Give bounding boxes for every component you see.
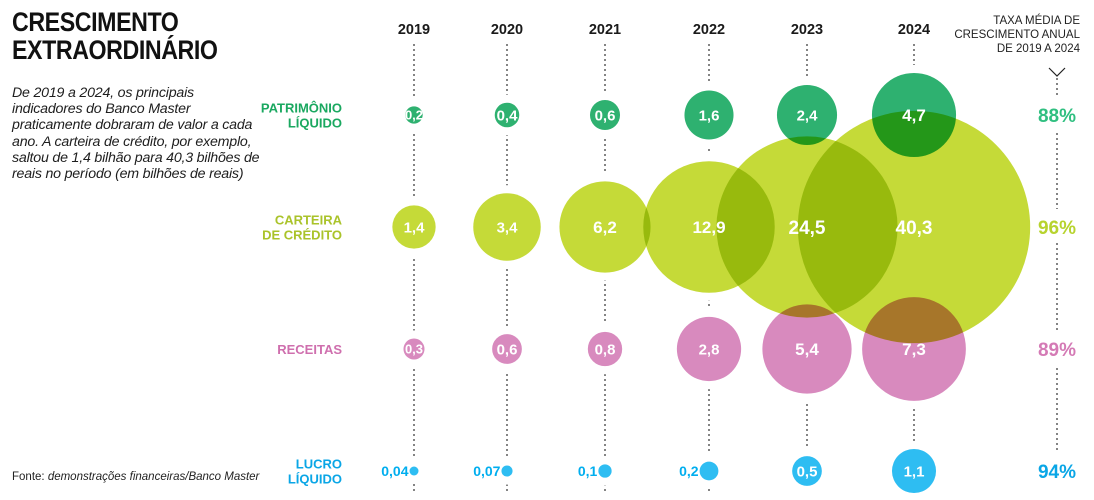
year-label-2024: 2024 xyxy=(898,22,930,38)
bubble-2020 xyxy=(494,102,520,128)
rate-gap xyxy=(1054,331,1060,365)
row-label-1: DE CRÉDITO xyxy=(262,228,342,243)
bubble-2024 xyxy=(797,110,1031,344)
value-label: 2,8 xyxy=(699,341,720,358)
source-prefix: Fonte: xyxy=(12,471,48,483)
value-label: 0,8 xyxy=(595,341,616,358)
row-label-0: PATRIMÔNIO xyxy=(261,101,342,116)
chevron-down-icon xyxy=(1048,67,1066,77)
year-label-2020: 2020 xyxy=(491,22,523,38)
bubble-2021 xyxy=(589,99,621,131)
value-label: 0,07 xyxy=(473,463,500,479)
year-label-2022: 2022 xyxy=(693,22,725,38)
row-label-3: LUCRO xyxy=(296,457,342,472)
source-text: demonstrações financeiras/Banco Master xyxy=(47,471,260,483)
value-label: 40,3 xyxy=(896,218,933,239)
bubble-2024 xyxy=(891,448,937,494)
row-label-0: LÍQUIDO xyxy=(288,116,342,131)
bubble-2021 xyxy=(559,181,651,273)
bubble-2019 xyxy=(409,466,419,476)
rate-header-line: DE 2019 A 2024 xyxy=(997,43,1081,55)
bubbles xyxy=(392,72,1031,494)
value-label: 0,6 xyxy=(595,107,616,124)
row-label-2: RECEITAS xyxy=(277,342,342,357)
bubble-2020 xyxy=(492,334,522,364)
value-label: 0,1 xyxy=(578,463,598,479)
bubble-2020 xyxy=(473,193,541,261)
bubble-2024 xyxy=(862,297,966,401)
value-label: 6,2 xyxy=(593,218,617,237)
cagr-value: 94% xyxy=(1038,462,1076,483)
year-label-2019: 2019 xyxy=(398,22,430,38)
bubble-2022 xyxy=(676,316,742,382)
labels: 2019 2020 2021 2022 2023 2024 TAXA MÉDIA DE CRE… xyxy=(261,14,1081,487)
title-line-1: CRESCIMENTO xyxy=(12,7,179,37)
rate-header-line: TAXA MÉDIA DE xyxy=(993,14,1080,27)
value-label: 24,5 xyxy=(789,218,826,239)
value-label: 4,7 xyxy=(902,106,926,125)
source-note: Fonte: demonstrações financeiras/Banco M… xyxy=(12,471,259,483)
row-label-3: LÍQUIDO xyxy=(288,472,342,487)
cagr-value: 88% xyxy=(1038,106,1076,127)
bubble-2020 xyxy=(501,465,513,477)
value-label: 2,4 xyxy=(797,107,819,124)
bubble-2022 xyxy=(699,461,719,481)
cagr-value: 96% xyxy=(1038,218,1076,239)
bubble-2023 xyxy=(776,84,838,146)
bubble-2022 xyxy=(684,90,734,140)
rate-header-line: CRESCIMENTO ANUAL xyxy=(954,29,1080,41)
bubble-2019 xyxy=(405,106,423,124)
value-label: 0,4 xyxy=(497,107,519,124)
year-label-2021: 2021 xyxy=(589,22,621,38)
bubble-2021 xyxy=(598,464,612,478)
page-title: CRESCIMENTO EXTRAORDINÁRIO xyxy=(12,8,218,64)
value-label: 12,9 xyxy=(692,218,725,237)
value-label: 1,6 xyxy=(699,107,720,124)
value-label: 1,4 xyxy=(404,219,426,236)
value-label: 7,3 xyxy=(902,340,926,359)
value-label: 1,1 xyxy=(904,463,925,480)
subtitle: De 2019 a 2024, os principais indicadore… xyxy=(12,85,260,183)
value-label: 0,2 xyxy=(405,108,423,123)
rate-gap xyxy=(1054,209,1060,243)
year-label-2023: 2023 xyxy=(791,22,823,38)
rate-gap xyxy=(1054,97,1060,131)
bubble-2023 xyxy=(762,304,852,394)
value-label: 3,4 xyxy=(497,219,519,236)
value-label: 0,5 xyxy=(797,463,818,480)
title-line-2: EXTRAORDINÁRIO xyxy=(12,35,218,65)
bubble-2023 xyxy=(792,456,822,486)
bubble-2019 xyxy=(403,338,425,360)
bubble-2019 xyxy=(392,205,436,249)
value-label: 0,3 xyxy=(405,342,423,357)
value-label: 0,04 xyxy=(381,463,408,479)
row-label-1: CARTEIRA xyxy=(275,213,343,228)
value-label: 0,2 xyxy=(679,463,699,479)
cagr-value: 89% xyxy=(1038,340,1076,361)
value-label: 0,6 xyxy=(497,341,518,358)
rate-gap xyxy=(1054,453,1060,487)
value-label: 5,4 xyxy=(795,340,819,359)
bubble-2021 xyxy=(587,331,623,367)
